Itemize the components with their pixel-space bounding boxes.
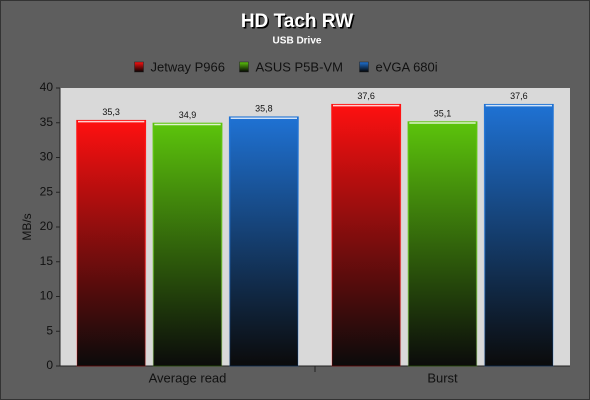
y-tick-label: 30 — [40, 150, 54, 164]
bar — [152, 122, 223, 367]
chart-title-shadow: HD Tach RW — [242, 13, 354, 34]
bar — [407, 121, 478, 367]
legend-label: ASUS P5B-VM — [256, 59, 343, 74]
bar — [331, 103, 402, 367]
y-axis-label: MB/s — [20, 213, 34, 240]
value-label: 35,1 — [434, 108, 452, 118]
value-label: 34,9 — [179, 110, 197, 120]
y-tick-label: 20 — [40, 219, 54, 233]
x-tick-label: Average read — [149, 370, 227, 385]
bar — [228, 116, 299, 367]
y-tick-label: 25 — [40, 184, 54, 198]
y-tick-label: 5 — [46, 323, 53, 337]
chart-title: HD Tach RW — [241, 11, 353, 32]
y-tick-label: 35 — [40, 115, 54, 129]
legend-label: eVGA 680i — [376, 59, 438, 74]
legend-swatch — [134, 61, 144, 73]
value-label: 37,6 — [510, 91, 528, 101]
bar — [483, 103, 554, 367]
bar — [76, 119, 147, 367]
y-tick-label: 40 — [40, 80, 54, 94]
value-label: 37,6 — [357, 91, 375, 101]
y-tick-label: 15 — [40, 254, 54, 268]
legend-label: Jetway P966 — [151, 59, 225, 74]
y-tick-label: 10 — [40, 289, 54, 303]
value-label: 35,8 — [255, 104, 273, 114]
y-tick-label: 0 — [46, 358, 53, 372]
legend-swatch — [239, 61, 249, 73]
chart-subtitle: USB Drive — [273, 36, 322, 47]
legend-swatch — [359, 61, 369, 73]
x-tick-label: Burst — [427, 370, 458, 385]
value-label: 35,3 — [102, 107, 120, 117]
